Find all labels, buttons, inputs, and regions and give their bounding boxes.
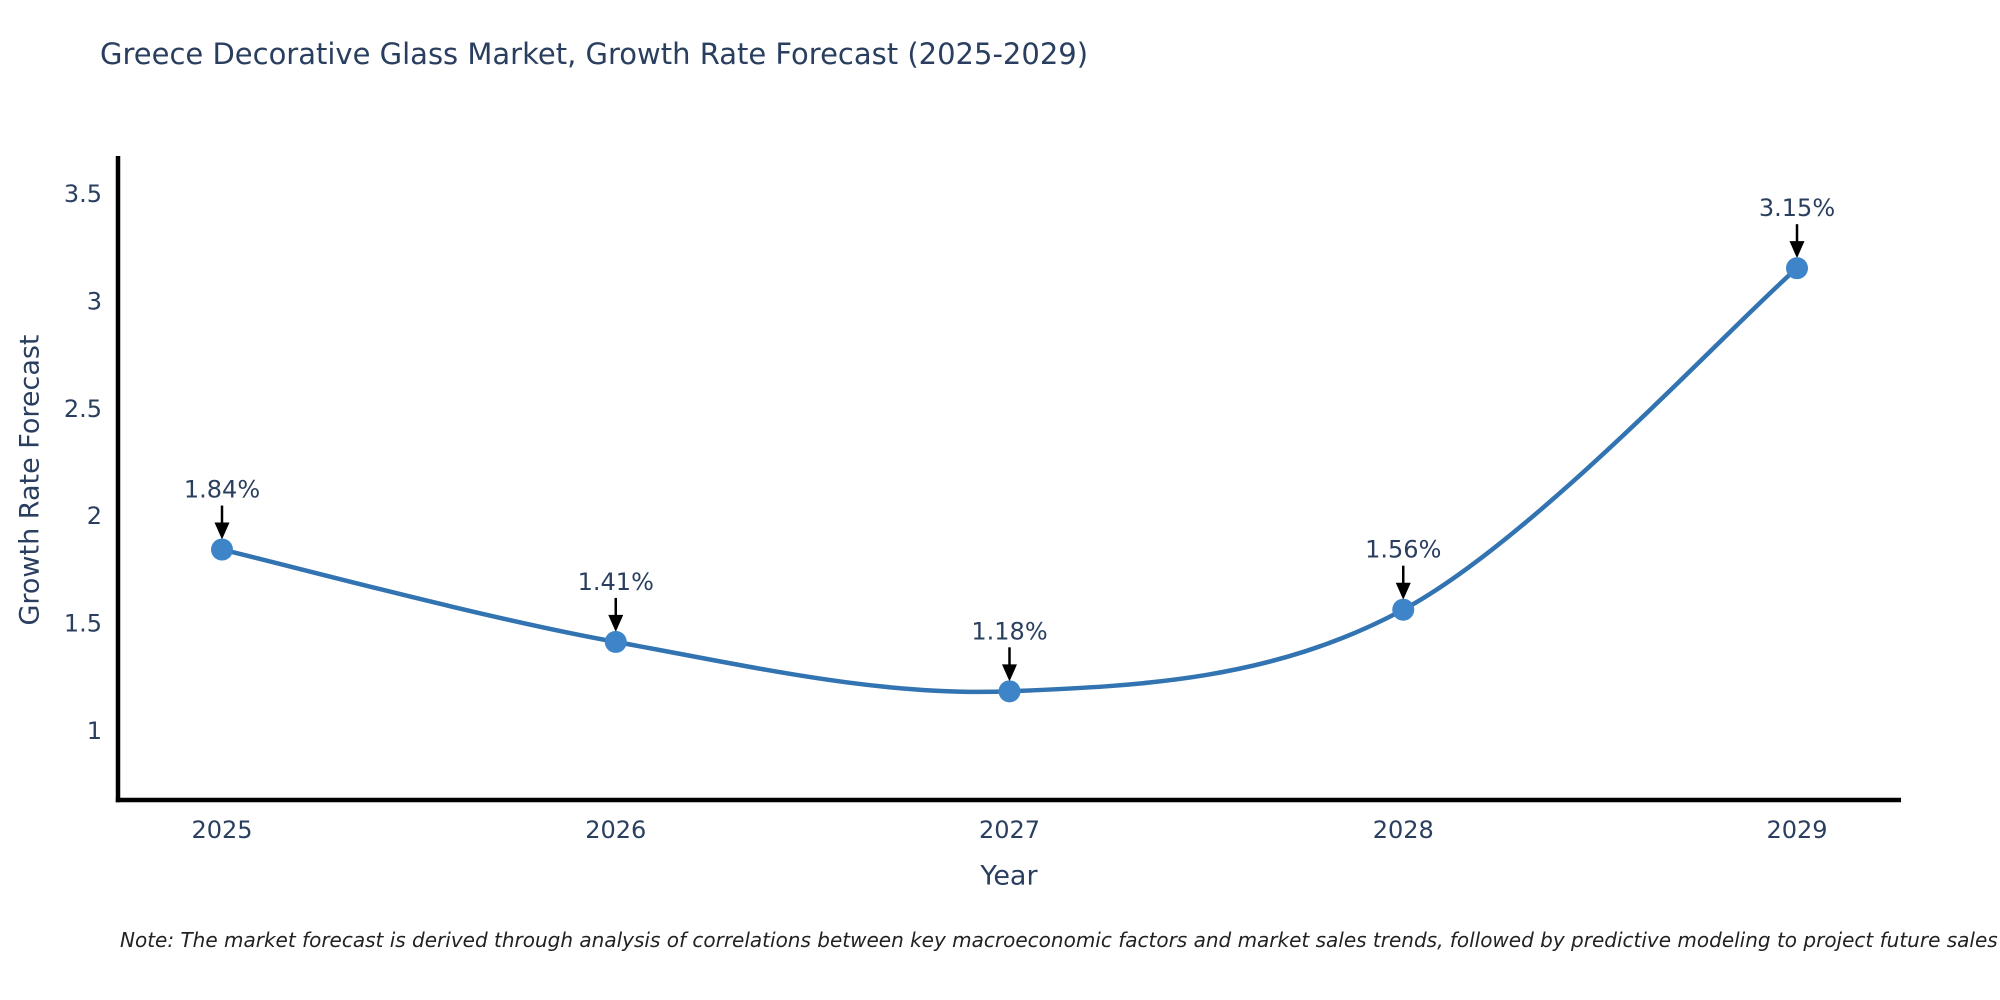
data-point-label: 1.56% <box>1365 536 1441 564</box>
chart-footnote: Note: The market forecast is derived thr… <box>120 928 1998 952</box>
x-tick-label: 2029 <box>1766 816 1827 844</box>
data-point-label: 1.41% <box>578 568 654 596</box>
data-point-label: 1.18% <box>971 617 1047 645</box>
annotation-arrowhead-icon <box>608 614 624 632</box>
y-tick-label: 2 <box>87 502 102 530</box>
data-point-marker[interactable] <box>211 538 233 561</box>
x-tick-label: 2028 <box>1373 816 1434 844</box>
annotation-arrowhead-icon <box>214 522 230 540</box>
x-tick-label: 2025 <box>191 816 252 844</box>
data-point-marker[interactable] <box>604 630 627 653</box>
y-tick-label: 1.5 <box>64 610 102 638</box>
annotation-arrowhead-icon <box>1395 582 1411 600</box>
y-tick-label: 3.5 <box>64 180 102 208</box>
x-tick-label: 2027 <box>979 816 1040 844</box>
x-axis-title: Year <box>980 860 1038 892</box>
annotation-arrowhead-icon <box>1789 241 1805 259</box>
data-point-label: 1.84% <box>184 476 260 504</box>
data-point-marker[interactable] <box>1392 598 1415 621</box>
y-tick-label: 3 <box>87 287 102 315</box>
chart-title: Greece Decorative Glass Market, Growth R… <box>100 37 1089 71</box>
data-point-marker[interactable] <box>1786 257 1808 280</box>
y-tick-label: 1 <box>87 717 102 745</box>
data-point-marker[interactable] <box>998 680 1021 703</box>
y-tick-label: 2.5 <box>64 395 102 423</box>
x-tick-label: 2026 <box>585 816 646 844</box>
annotation-arrowhead-icon <box>1002 664 1017 682</box>
data-point-label: 3.15% <box>1759 194 1835 222</box>
